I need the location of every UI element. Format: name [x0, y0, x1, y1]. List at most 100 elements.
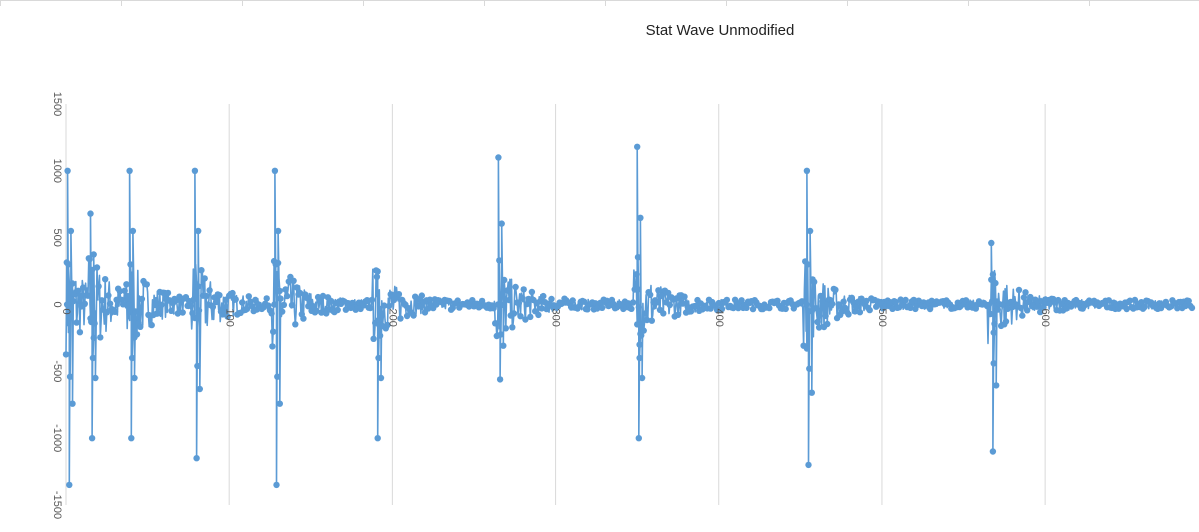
data-point: [804, 261, 811, 268]
data-point: [276, 400, 283, 407]
data-point: [638, 332, 645, 339]
data-point: [1004, 305, 1011, 312]
data-point: [679, 300, 687, 307]
data-point: [598, 304, 606, 311]
data-point: [999, 301, 1006, 308]
data-point: [527, 313, 534, 321]
data-point: [988, 239, 995, 247]
data-point: [116, 288, 124, 295]
data-point: [515, 299, 522, 307]
data-point: [803, 301, 810, 308]
data-point: [66, 481, 73, 489]
data-point: [93, 264, 101, 271]
data-point: [681, 293, 688, 300]
data-point: [426, 296, 434, 303]
data-point: [1123, 305, 1130, 313]
data-point: [835, 301, 842, 308]
data-point: [193, 455, 200, 462]
data-point: [718, 305, 726, 313]
data-point: [124, 293, 132, 300]
y-tick-label: -500: [51, 360, 63, 382]
data-point: [576, 303, 583, 310]
data-point: [70, 297, 77, 305]
data-point: [186, 297, 193, 305]
data-point: [263, 295, 270, 302]
data-point: [224, 313, 231, 320]
data-point: [798, 298, 806, 305]
data-point: [812, 305, 820, 312]
data-point: [216, 292, 223, 299]
data-point: [103, 309, 111, 316]
data-point: [128, 435, 135, 442]
data-point: [643, 316, 651, 324]
data-point: [640, 327, 647, 334]
data-point: [373, 273, 381, 280]
data-point: [290, 277, 297, 284]
data-point: [131, 374, 138, 382]
data-point: [1141, 303, 1148, 311]
x-tick-label: 400: [713, 309, 725, 327]
data-point: [648, 317, 655, 324]
data-point: [735, 304, 742, 312]
data-point: [111, 308, 119, 315]
data-point: [629, 299, 637, 306]
data-point: [494, 301, 502, 308]
data-point: [520, 286, 527, 293]
data-point: [782, 305, 789, 313]
data-point: [538, 305, 545, 312]
data-point: [803, 345, 811, 352]
data-point: [375, 354, 382, 362]
data-point: [282, 286, 289, 293]
data-point: [991, 320, 998, 327]
data-point: [634, 254, 642, 261]
data-point: [395, 291, 403, 298]
data-point: [203, 292, 210, 300]
data-point: [67, 227, 75, 235]
data-point: [88, 435, 96, 442]
data-point: [84, 292, 92, 299]
data-point: [528, 288, 536, 296]
data-point: [316, 297, 323, 304]
data-point: [334, 306, 341, 314]
data-point: [273, 481, 280, 489]
data-point: [523, 300, 531, 308]
data-point: [248, 302, 256, 310]
data-point: [497, 331, 505, 338]
data-point: [374, 268, 381, 275]
data-point: [271, 301, 278, 308]
data-point: [277, 295, 284, 302]
data-point: [989, 271, 997, 278]
data-point: [303, 294, 310, 301]
data-point: [853, 303, 860, 311]
y-tick-label: 1500: [51, 92, 63, 116]
data-point: [191, 167, 199, 174]
data-point: [501, 276, 508, 284]
data-point: [121, 287, 128, 294]
data-point: [137, 323, 144, 330]
data-point: [815, 324, 823, 331]
data-point: [634, 321, 641, 328]
data-point: [221, 307, 228, 315]
data-point: [990, 329, 997, 336]
data-point: [293, 284, 301, 291]
data-point: [666, 301, 673, 309]
data-point: [274, 259, 282, 267]
data-point: [850, 299, 857, 306]
data-point: [653, 299, 660, 306]
data-point: [106, 300, 114, 307]
data-point: [490, 305, 497, 312]
y-tick-label: 0: [51, 301, 63, 307]
data-point: [819, 298, 826, 305]
data-point: [805, 461, 812, 469]
data-point: [65, 261, 72, 268]
data-point: [1040, 304, 1047, 311]
x-tick-label: 0: [60, 309, 72, 315]
data-point: [665, 289, 672, 297]
data-point: [195, 283, 202, 290]
data-point: [274, 373, 281, 380]
data-point: [636, 341, 643, 348]
data-point: [274, 227, 282, 235]
x-tick-label: 100: [223, 309, 235, 327]
data-point: [496, 376, 504, 383]
data-point: [89, 354, 97, 362]
